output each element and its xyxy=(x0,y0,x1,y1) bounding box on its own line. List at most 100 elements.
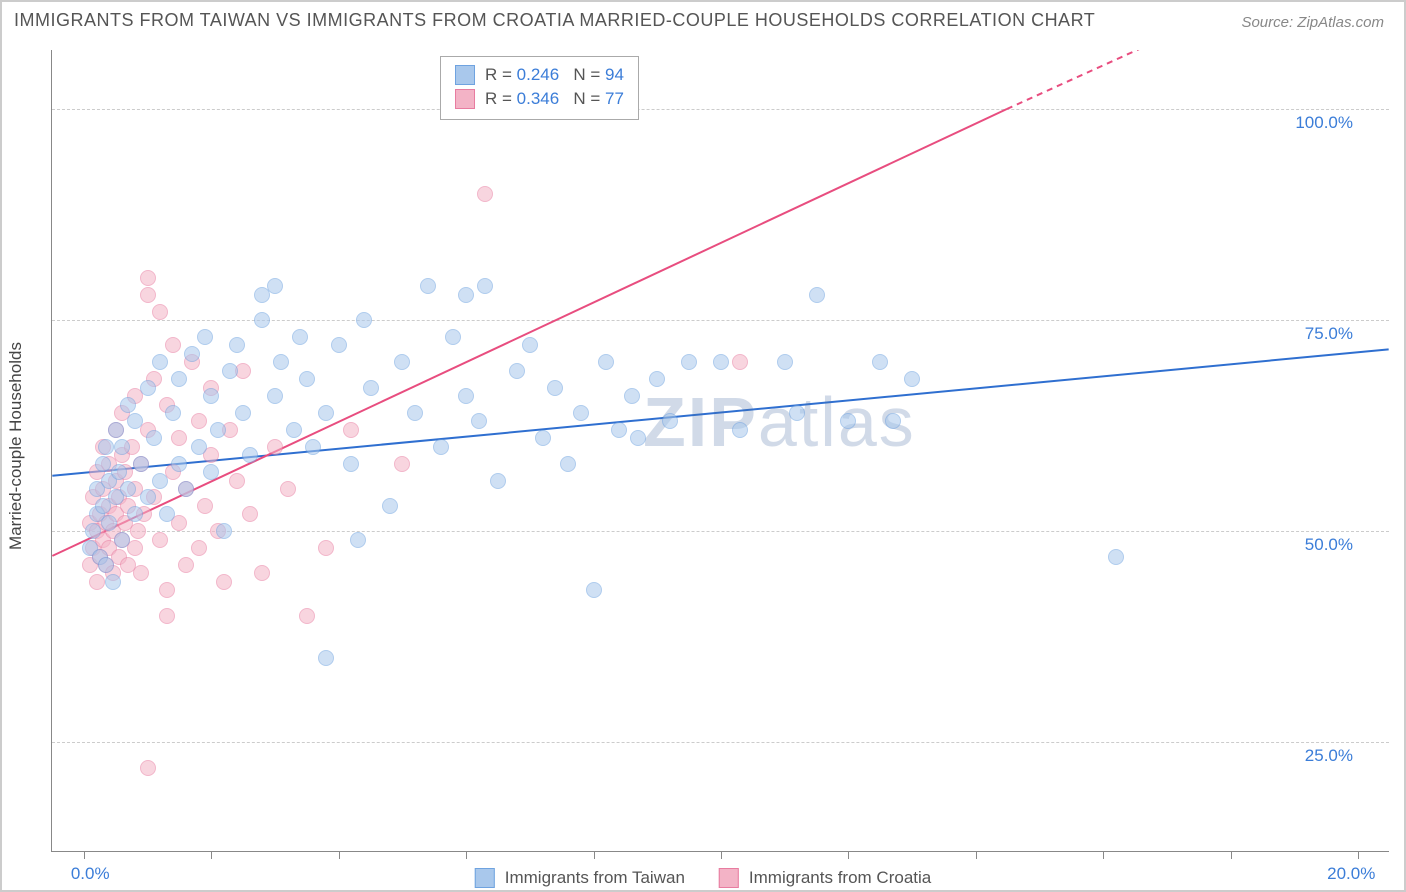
scatter-point-taiwan xyxy=(127,413,143,429)
scatter-point-taiwan xyxy=(127,506,143,522)
scatter-point-croatia xyxy=(242,506,258,522)
scatter-point-taiwan xyxy=(222,363,238,379)
swatch-icon xyxy=(455,89,475,109)
scatter-point-taiwan xyxy=(318,405,334,421)
scatter-point-taiwan xyxy=(1108,549,1124,565)
x-tick xyxy=(84,851,85,859)
y-tick-label: 75.0% xyxy=(1305,324,1353,344)
scatter-point-taiwan xyxy=(598,354,614,370)
scatter-point-croatia xyxy=(197,498,213,514)
scatter-point-taiwan xyxy=(649,371,665,387)
scatter-point-taiwan xyxy=(586,582,602,598)
scatter-point-taiwan xyxy=(394,354,410,370)
legend-item-croatia: Immigrants from Croatia xyxy=(719,868,931,888)
scatter-point-taiwan xyxy=(471,413,487,429)
scatter-point-taiwan xyxy=(267,278,283,294)
scatter-point-taiwan xyxy=(777,354,793,370)
scatter-point-taiwan xyxy=(573,405,589,421)
scatter-point-taiwan xyxy=(732,422,748,438)
swatch-icon xyxy=(719,868,739,888)
scatter-point-taiwan xyxy=(98,557,114,573)
scatter-point-taiwan xyxy=(350,532,366,548)
chart-title: IMMIGRANTS FROM TAIWAN VS IMMIGRANTS FRO… xyxy=(14,10,1095,31)
scatter-point-taiwan xyxy=(299,371,315,387)
scatter-point-taiwan xyxy=(229,337,245,353)
scatter-point-taiwan xyxy=(305,439,321,455)
x-tick xyxy=(976,851,977,859)
scatter-point-taiwan xyxy=(662,413,678,429)
scatter-point-taiwan xyxy=(101,515,117,531)
scatter-point-taiwan xyxy=(159,506,175,522)
scatter-point-taiwan xyxy=(152,354,168,370)
scatter-point-taiwan xyxy=(407,405,423,421)
scatter-point-taiwan xyxy=(85,523,101,539)
scatter-point-taiwan xyxy=(178,481,194,497)
scatter-point-taiwan xyxy=(197,329,213,345)
scatter-point-croatia xyxy=(191,413,207,429)
scatter-point-croatia xyxy=(159,582,175,598)
scatter-point-croatia xyxy=(732,354,748,370)
scatter-point-taiwan xyxy=(171,371,187,387)
scatter-point-croatia xyxy=(280,481,296,497)
legend-item-taiwan: Immigrants from Taiwan xyxy=(475,868,685,888)
x-tick xyxy=(848,851,849,859)
x-tick xyxy=(1358,851,1359,859)
scatter-point-taiwan xyxy=(809,287,825,303)
swatch-icon xyxy=(455,65,475,85)
scatter-point-taiwan xyxy=(120,397,136,413)
scatter-point-taiwan xyxy=(382,498,398,514)
x-tick xyxy=(1231,851,1232,859)
scatter-point-croatia xyxy=(152,304,168,320)
scatter-point-taiwan xyxy=(184,346,200,362)
scatter-point-croatia xyxy=(140,270,156,286)
scatter-point-croatia xyxy=(171,430,187,446)
scatter-point-taiwan xyxy=(681,354,697,370)
scatter-point-croatia xyxy=(267,439,283,455)
scatter-point-taiwan xyxy=(203,388,219,404)
scatter-point-taiwan xyxy=(522,337,538,353)
x-tick xyxy=(339,851,340,859)
x-tick-label: 0.0% xyxy=(71,864,110,884)
scatter-point-croatia xyxy=(152,532,168,548)
scatter-point-croatia xyxy=(178,557,194,573)
scatter-point-taiwan xyxy=(547,380,563,396)
scatter-point-taiwan xyxy=(95,456,111,472)
x-tick xyxy=(721,851,722,859)
scatter-point-taiwan xyxy=(146,430,162,446)
scatter-point-taiwan xyxy=(624,388,640,404)
y-tick-label: 25.0% xyxy=(1305,746,1353,766)
scatter-point-croatia xyxy=(89,574,105,590)
scatter-point-taiwan xyxy=(191,439,207,455)
y-tick-label: 50.0% xyxy=(1305,535,1353,555)
scatter-point-taiwan xyxy=(840,413,856,429)
scatter-point-croatia xyxy=(343,422,359,438)
scatter-point-taiwan xyxy=(286,422,302,438)
scatter-point-taiwan xyxy=(120,481,136,497)
x-tick xyxy=(211,851,212,859)
scatter-point-taiwan xyxy=(630,430,646,446)
scatter-point-croatia xyxy=(165,337,181,353)
scatter-point-taiwan xyxy=(904,371,920,387)
legend-series: Immigrants from Taiwan Immigrants from C… xyxy=(475,868,931,888)
scatter-point-taiwan xyxy=(292,329,308,345)
plot-area: ZIPatlas 25.0%50.0%75.0%100.0% xyxy=(51,50,1389,852)
scatter-point-taiwan xyxy=(331,337,347,353)
scatter-point-taiwan xyxy=(356,312,372,328)
scatter-point-taiwan xyxy=(611,422,627,438)
scatter-point-taiwan xyxy=(445,329,461,345)
x-tick xyxy=(466,851,467,859)
x-tick xyxy=(594,851,595,859)
scatter-point-taiwan xyxy=(490,473,506,489)
scatter-point-croatia xyxy=(159,608,175,624)
scatter-point-croatia xyxy=(133,565,149,581)
scatter-point-taiwan xyxy=(165,405,181,421)
legend-stat-row: R = 0.346 N = 77 xyxy=(455,87,624,111)
scatter-point-taiwan xyxy=(203,464,219,480)
scatter-point-taiwan xyxy=(108,422,124,438)
scatter-point-croatia xyxy=(229,473,245,489)
scatter-point-taiwan xyxy=(885,413,901,429)
scatter-point-croatia xyxy=(140,287,156,303)
gridline xyxy=(52,742,1389,743)
scatter-point-taiwan xyxy=(105,574,121,590)
scatter-point-taiwan xyxy=(477,278,493,294)
